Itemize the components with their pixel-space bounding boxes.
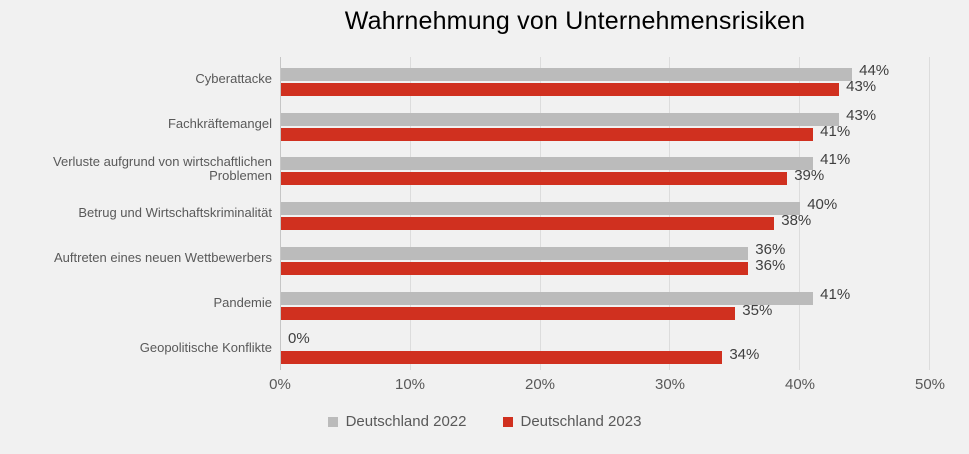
gridline: [929, 57, 930, 370]
value-label: 43%: [846, 106, 877, 124]
x-tick-label: 40%: [784, 376, 816, 393]
bar-group: 36% 36%: [281, 236, 930, 281]
legend: Deutschland 2022 Deutschland 2023: [0, 413, 969, 430]
plot-region: Cyberattacke Fachkräftemangel Verluste auf…: [0, 57, 930, 370]
value-label: 44%: [859, 62, 890, 79]
bar-series-1: [281, 127, 814, 141]
legend-item-1: Deutschland 2023: [502, 413, 642, 430]
bar-series-1: [281, 172, 788, 186]
category-label: Fachkräftemangel: [167, 115, 272, 131]
bar-group: 44% 43%: [281, 57, 930, 102]
value-label: 41%: [820, 122, 851, 140]
value-label: 39%: [794, 167, 825, 185]
bar-series-1: [281, 83, 840, 96]
value-label: 34%: [729, 346, 760, 364]
bar-series-1: [281, 351, 723, 365]
bar-group: 40% 38%: [281, 191, 930, 236]
bar-series-1: [281, 217, 775, 231]
bar-group: 41% 39%: [281, 146, 930, 191]
value-label: 40%: [807, 196, 838, 214]
legend-label: Deutschland 2022: [345, 413, 467, 430]
chart-title: Wahrnehmung von Unternehmensrisiken: [344, 7, 806, 35]
value-label: 36%: [755, 240, 786, 258]
bar-series-1: [281, 306, 736, 320]
category-label: Geopolitische Konflikte: [139, 339, 272, 355]
category-label: Cyberattacke: [195, 71, 272, 87]
value-label: 35%: [742, 301, 773, 319]
x-tick-label: 30%: [654, 376, 686, 393]
value-label: 41%: [820, 285, 851, 303]
x-tick-label: 10%: [394, 376, 426, 393]
legend-marker-icon: [327, 416, 338, 427]
x-tick-label: 50%: [914, 376, 946, 393]
legend-marker-icon: [502, 416, 513, 427]
category-label: Pandemie: [213, 294, 272, 310]
plot-area: 44% 43% 43% 41% 41% 39% 40% 38% 36% 36% 41% 35% 0% 34…: [280, 57, 930, 370]
value-label: 43%: [846, 78, 877, 95]
bar-series-0: [281, 291, 814, 305]
category-label: Verluste aufgrund von wirtschaftlichen P…: [53, 153, 272, 183]
value-label: 0%: [288, 330, 310, 348]
bar-group: 0% 34%: [281, 325, 930, 370]
bar-group: 43% 41%: [281, 102, 930, 147]
category-label: Betrug und Wirtschaftskriminalität: [78, 205, 272, 221]
bar-series-0: [281, 68, 853, 81]
legend-item-0: Deutschland 2022: [327, 413, 467, 430]
category-label: Auftreten eines neuen Wettbewerbers: [53, 250, 272, 266]
bar-series-0: [281, 202, 801, 216]
bar-group: 41% 35%: [281, 281, 930, 326]
x-tick-label: 0%: [269, 376, 291, 393]
legend-label: Deutschland 2023: [520, 413, 642, 430]
value-label: 36%: [755, 256, 786, 274]
bar-series-0: [281, 246, 749, 260]
x-tick-label: 20%: [524, 376, 556, 393]
value-label: 41%: [820, 151, 851, 169]
bar-series-0: [281, 112, 840, 126]
bar-series-0: [281, 157, 814, 171]
value-label: 38%: [781, 212, 812, 230]
x-axis: 0% 10% 20% 30% 40% 50%: [269, 376, 945, 396]
bar-series-1: [281, 261, 749, 275]
category-axis: Cyberattacke Fachkräftemangel Verluste auf…: [0, 57, 280, 370]
